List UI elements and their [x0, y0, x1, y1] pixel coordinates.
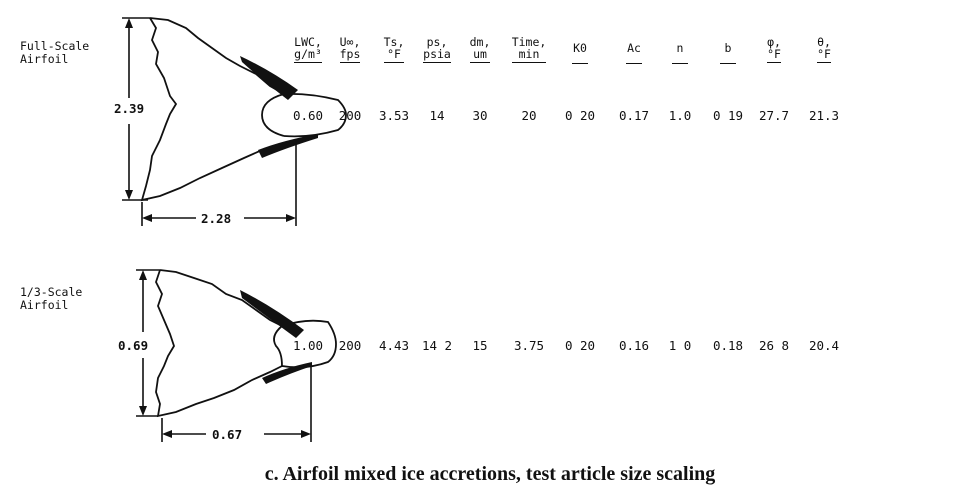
full-scale-width-dimension — [141, 140, 297, 226]
header-k0: K0 — [560, 42, 600, 66]
header-ac: Ac — [614, 42, 654, 66]
table-cell: 1 0 — [668, 338, 692, 353]
header-phi: φ, °F — [767, 35, 781, 63]
table-cell: 26 8 — [758, 338, 790, 353]
full-scale-height-dimension — [122, 17, 150, 201]
table-cell: 20.4 — [808, 338, 840, 353]
table-cell: 3.53 — [378, 108, 410, 123]
table-cell: 30 — [472, 108, 488, 123]
table-cell: 15 — [472, 338, 488, 353]
table-cell: 0 20 — [564, 108, 596, 123]
third-scale-width-dimension — [161, 366, 312, 442]
table-cell: 200 — [338, 338, 362, 353]
header-dm: dm, um — [469, 35, 491, 63]
header-lwc: LWC, g/m³ — [294, 35, 322, 63]
third-scale-height-value: 0.69 — [118, 338, 149, 353]
table-cell: 0.18 — [712, 338, 744, 353]
header-n: n — [660, 42, 700, 66]
third-scale-upper-horn — [240, 290, 304, 338]
third-scale-lower-horn — [262, 362, 312, 384]
full-scale-upper-horn — [240, 56, 298, 100]
table-cell: 0 20 — [564, 338, 596, 353]
third-scale-ice-shape — [155, 269, 337, 418]
table-cell: 200 — [338, 108, 362, 123]
table-cell: 0 19 — [712, 108, 744, 123]
table-cell: 4.43 — [378, 338, 410, 353]
third-scale-height-dimension — [136, 269, 160, 417]
header-ts: Ts, °F — [383, 35, 405, 63]
table-cell: 0.17 — [618, 108, 650, 123]
header-b: b — [708, 42, 748, 66]
third-scale-label: 1/3-Scale Airfoil — [20, 285, 83, 312]
table-cell: 27.7 — [758, 108, 790, 123]
table-cell: 14 — [429, 108, 445, 123]
table-cell: 21.3 — [808, 108, 840, 123]
header-ps: ps, psia — [423, 35, 451, 63]
full-scale-lower-horn — [258, 134, 318, 158]
table-cell: 20 — [521, 108, 537, 123]
table-cell: 1.00 — [292, 338, 324, 353]
header-theta: θ, °F — [817, 35, 831, 63]
full-scale-label: Full-Scale Airfoil — [20, 39, 90, 66]
third-scale-width-value: 0.67 — [212, 427, 243, 442]
table-cell: 14 2 — [421, 338, 453, 353]
table-cell: 3.75 — [513, 338, 545, 353]
table-cell: 0.60 — [292, 108, 324, 123]
full-scale-height-value: 2.39 — [114, 101, 145, 116]
header-u: U∞, fps — [339, 35, 361, 63]
figure-caption: c. Airfoil mixed ice accretions, test ar… — [264, 463, 716, 485]
header-time: Time, min — [511, 35, 547, 63]
table-cell: 0.16 — [618, 338, 650, 353]
table-cell: 1.0 — [668, 108, 692, 123]
full-scale-width-value: 2.28 — [201, 211, 232, 226]
